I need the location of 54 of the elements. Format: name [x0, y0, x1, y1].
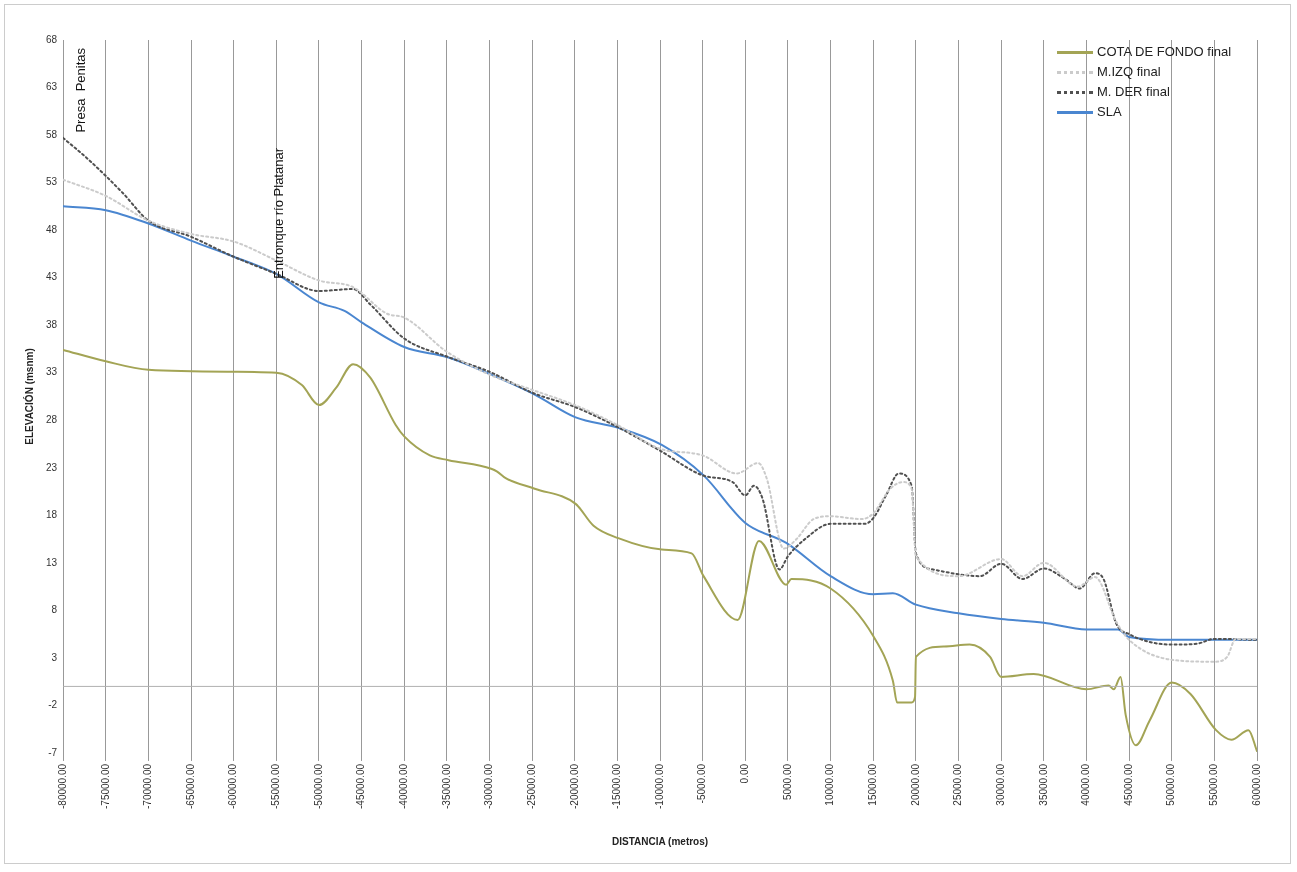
annotation: Presa Penitas	[72, 47, 88, 133]
x-tick-label: 0.00	[739, 763, 751, 784]
y-tick-label: 68	[46, 33, 58, 45]
x-tick-label: 5000.00	[781, 763, 793, 801]
x-tick-label: -45000.00	[355, 763, 367, 810]
x-tick-label: -70000.00	[142, 763, 154, 810]
y-tick-label: 33	[46, 366, 58, 378]
x-tick-label: -50000.00	[312, 763, 324, 810]
x-tick-label: -40000.00	[397, 763, 409, 810]
x-tick-label: -35000.00	[440, 763, 452, 810]
legend-label: M.IZQ final	[1097, 63, 1161, 81]
y-tick-label: 53	[46, 176, 58, 188]
y-tick-label: 8	[51, 604, 58, 616]
y-tick-label: 63	[46, 81, 58, 93]
x-tick-label: -25000.00	[525, 763, 537, 810]
y-tick-label: 3	[51, 651, 58, 663]
y-tick-label: -7	[48, 746, 58, 758]
x-tick-label: 15000.00	[867, 763, 878, 806]
x-tick-label: 10000.00	[824, 763, 836, 806]
x-tick-label: -80000.00	[56, 763, 68, 810]
x-tick-label: -20000.00	[568, 763, 580, 810]
legend-label: COTA DE FONDO final	[1097, 43, 1232, 61]
y-tick-label: -2	[48, 699, 58, 711]
y-tick-label: 13	[46, 556, 58, 568]
y-tick-label: 43	[46, 271, 58, 283]
legend-label: SLA	[1097, 103, 1122, 121]
x-axis-title: DISTANCIA (metros)	[612, 835, 709, 847]
x-tick-label: 25000.00	[952, 763, 964, 806]
y-tick-label: 38	[46, 318, 58, 330]
x-tick-label: 35000.00	[1037, 763, 1049, 806]
x-tick-label: -5000.00	[696, 763, 708, 804]
x-tick-label: -30000.00	[483, 763, 495, 810]
y-axis-title: ELEVACIÓN (msnm)	[22, 348, 35, 445]
x-tick-label: 40000.00	[1080, 763, 1092, 806]
legend-label: M. DER final	[1097, 83, 1170, 101]
y-tick-label: 58	[46, 128, 58, 140]
x-tick-label: 50000.00	[1165, 763, 1177, 806]
x-tick-label: 60000.00	[1250, 763, 1262, 806]
y-tick-label: 23	[46, 461, 58, 473]
annotation: Entronque río Platanar	[270, 147, 286, 279]
x-tick-label: 45000.00	[1122, 763, 1134, 806]
x-tick-label: 55000.00	[1208, 763, 1220, 806]
x-tick-label: -15000.00	[611, 763, 623, 810]
x-tick-label: 20000.00	[909, 763, 921, 806]
x-tick-label: -65000.00	[184, 763, 196, 810]
x-tick-label: -55000.00	[270, 763, 282, 810]
y-tick-label: 48	[46, 223, 58, 235]
line-series	[63, 348, 1257, 753]
x-tick-label: -75000.00	[99, 763, 111, 810]
x-tick-label: 30000.00	[994, 763, 1006, 806]
x-tick-label: -10000.00	[653, 763, 665, 810]
x-tick-label: -60000.00	[227, 763, 239, 810]
y-tick-label: 18	[46, 509, 58, 521]
y-tick-label: 28	[46, 414, 58, 425]
